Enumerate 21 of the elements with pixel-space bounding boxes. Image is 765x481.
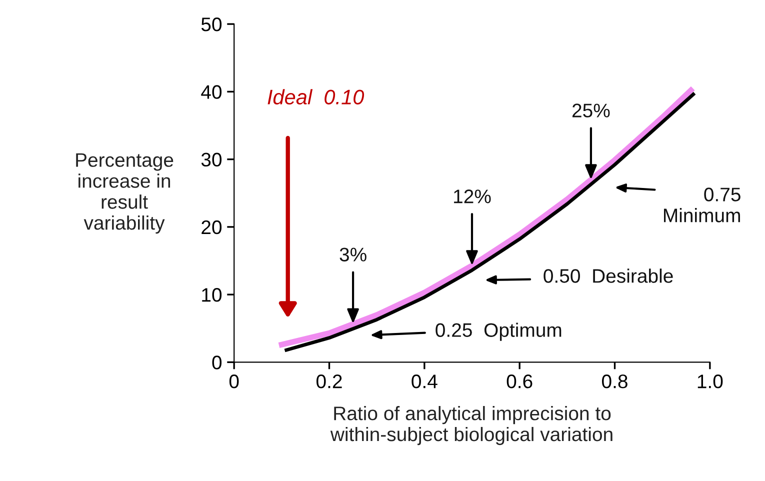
x-axis-title: Ratio of analytical imprecision to within-subject biological variation — [330, 406, 612, 446]
x-tick-label: 0 — [229, 374, 239, 388]
x-tick-label: 0.2 — [316, 374, 342, 388]
y-tick-label: 30 — [201, 152, 222, 167]
y-axis-title: Percentage increase in result variability — [76, 153, 174, 234]
y-tick-label: 50 — [201, 18, 222, 32]
annotation: 0.50 Desirable — [544, 268, 673, 283]
x-tick-label: 0.6 — [506, 374, 532, 388]
annotation: 0.75 Minimum — [664, 188, 740, 222]
y-tick-label: 0 — [212, 356, 222, 370]
annotation: 12% — [454, 190, 491, 204]
x-tick-label: 0.4 — [412, 374, 438, 388]
y-tick-label: 40 — [201, 85, 222, 99]
annotation: Ideal 0.10 — [268, 89, 364, 104]
y-tick-label: 10 — [202, 288, 222, 302]
annotation: 25% — [572, 104, 610, 118]
annotation: 3% — [340, 248, 366, 262]
x-tick-label: 0.8 — [602, 374, 628, 388]
y-tick-label: 20 — [202, 220, 222, 234]
annotation: 0.25 Optimum — [436, 322, 562, 341]
x-tick-label: 1.0 — [698, 374, 723, 388]
